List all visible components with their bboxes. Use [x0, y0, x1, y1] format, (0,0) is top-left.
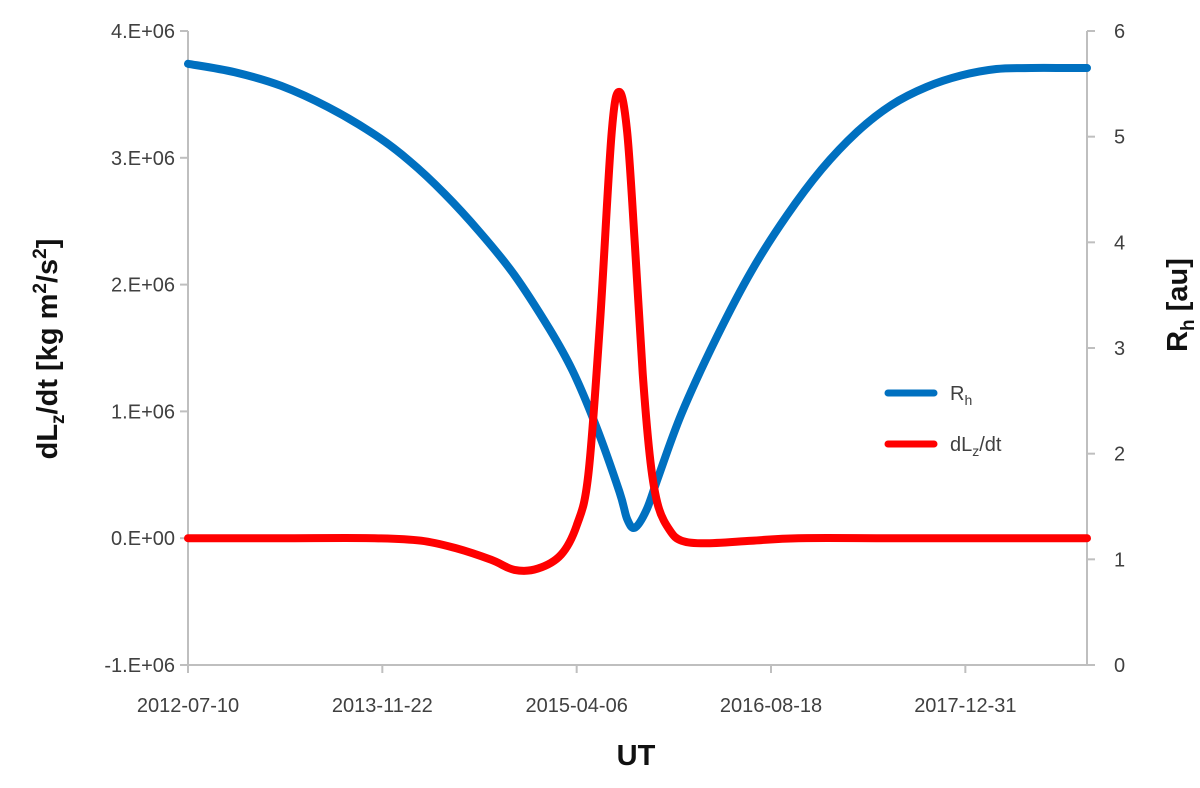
right-axis-title-main: R	[1162, 331, 1194, 352]
right-tick-label: 1	[1114, 549, 1125, 571]
left-axis-title-sub: z	[48, 414, 69, 424]
x-tick-label: 2016-08-18	[720, 695, 822, 717]
left-tick-label: 3.E+06	[111, 148, 175, 170]
legend-item-dlzdt: dLz/dt	[884, 434, 1002, 459]
right-axis-title-rest: [au]	[1162, 258, 1194, 319]
left-tick-label: 0.E+00	[111, 528, 175, 550]
left-tick-label: 4.E+06	[111, 21, 175, 43]
left-tick-label: 2.E+06	[111, 275, 175, 297]
x-tick-label: 2017-12-31	[914, 695, 1016, 717]
left-axis-title-sup: 2	[30, 283, 51, 294]
left-axis-title-rest2: /s	[32, 259, 64, 283]
left-tick-label: 1.E+06	[111, 401, 175, 423]
x-axis-ticks: 2012-07-10 2013-11-22 2015-04-06 2016-08-18…	[137, 665, 1017, 717]
x-tick-label: 2013-11-22	[332, 695, 433, 717]
left-axis-title-end: ]	[32, 239, 64, 249]
left-axis-title-sup2: 2	[30, 248, 51, 259]
right-axis-title-sub: h	[1178, 319, 1199, 331]
legend: Rh dLz/dt	[884, 383, 1002, 459]
x-tick-label: 2012-07-10	[137, 695, 239, 717]
legend-label-dlzdt: dLz/dt	[950, 434, 1002, 459]
right-tick-label: 6	[1114, 21, 1125, 43]
series-line-rh	[184, 59, 1091, 532]
right-axis-title: Rh [au]	[1162, 258, 1199, 352]
right-tick-label: 0	[1114, 655, 1125, 677]
right-axis-ticks: 0 1 2 3 4 5 6	[1087, 21, 1125, 677]
right-tick-label: 2	[1114, 444, 1125, 466]
right-tick-label: 5	[1114, 127, 1125, 149]
x-tick-label: 2015-04-06	[526, 695, 628, 717]
legend-item-rh: Rh	[884, 383, 972, 408]
left-axis-title-rest: /dt [kg m	[32, 294, 64, 415]
right-tick-label: 3	[1114, 338, 1125, 360]
x-axis-title: UT	[617, 740, 656, 772]
left-tick-label: -1.E+06	[104, 655, 175, 677]
left-axis-title: dLz/dt [kg m2/s2]	[30, 239, 69, 460]
legend-label-rh: Rh	[950, 383, 972, 408]
right-tick-label: 4	[1114, 232, 1125, 254]
series-layer	[184, 59, 1091, 575]
left-axis-title-main: dL	[32, 424, 64, 459]
left-axis-ticks: -1.E+06 0.E+00 1.E+06 2.E+06 3.E+06 4.E+06	[104, 21, 188, 677]
series-line-dlzdt	[184, 87, 1091, 575]
